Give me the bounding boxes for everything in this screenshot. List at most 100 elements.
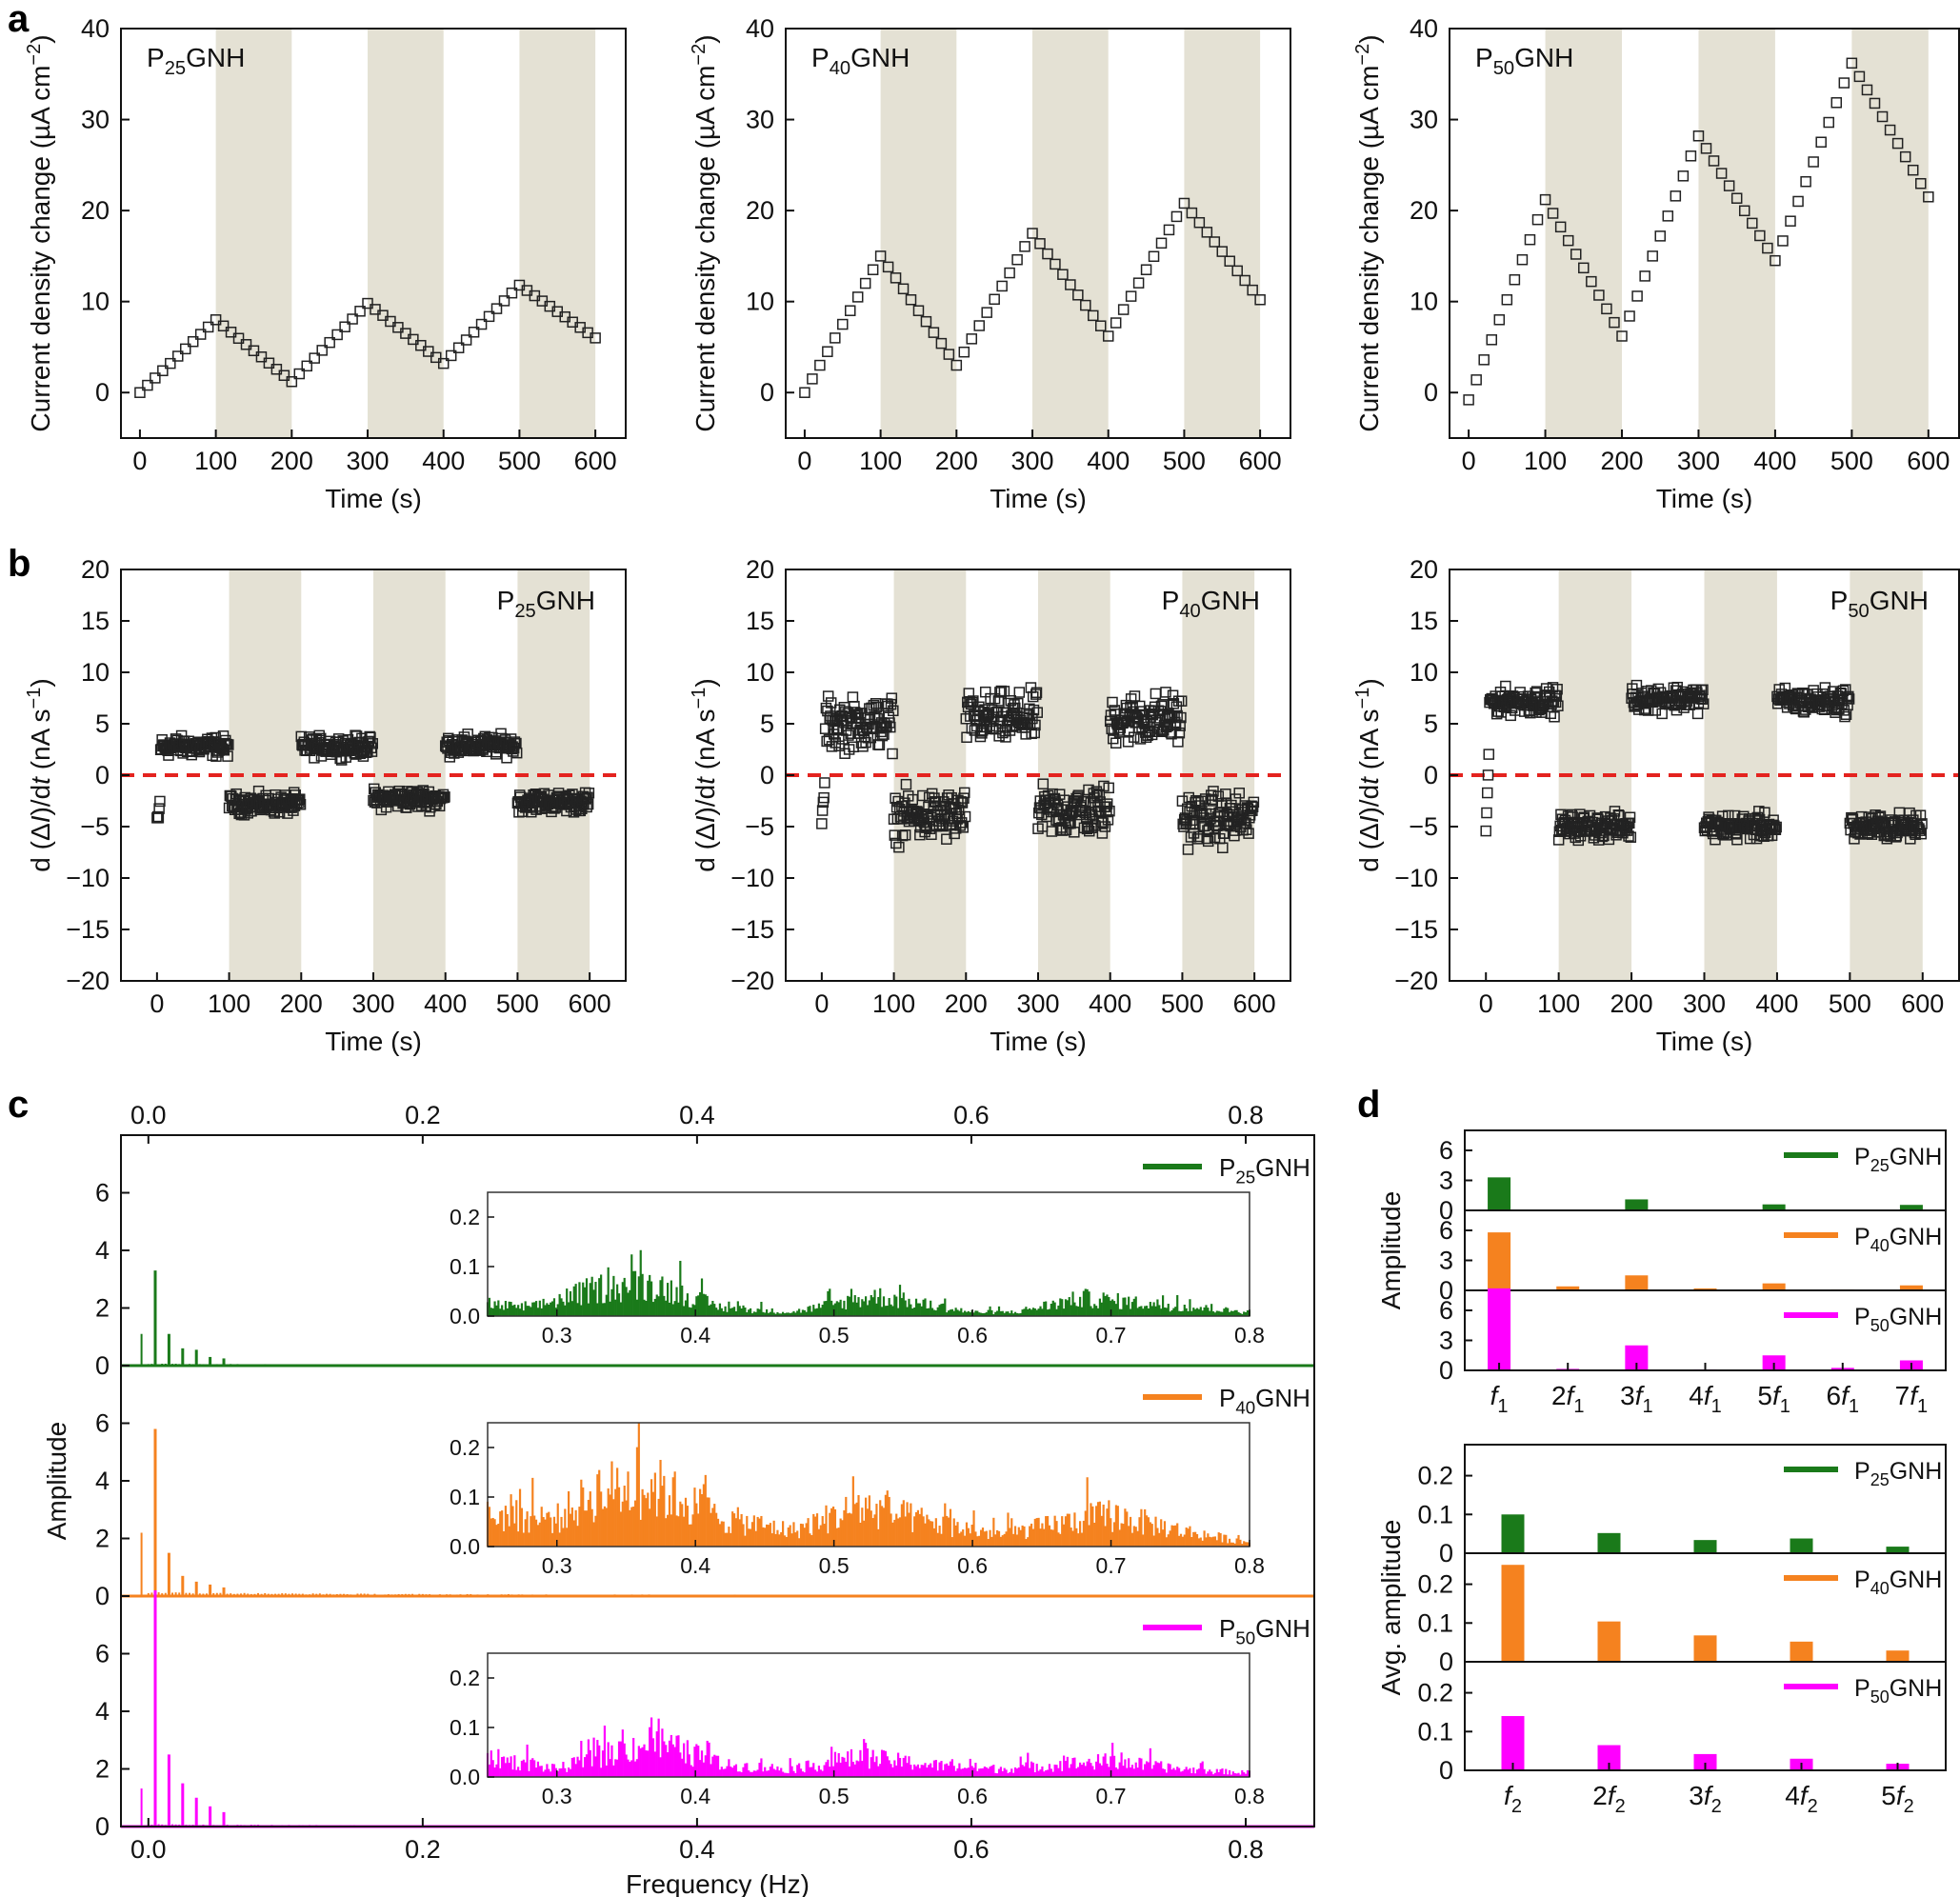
bar — [1488, 1288, 1511, 1370]
x-tick-sub: 1 — [1917, 1396, 1928, 1417]
data-point — [154, 795, 166, 808]
legend-label-base: P — [1854, 1224, 1870, 1250]
legend-label-base: P — [1219, 1384, 1235, 1412]
x-tick-var: f — [1567, 1381, 1577, 1410]
light-on-band — [1698, 29, 1775, 438]
data-points — [799, 197, 1266, 398]
data-point — [151, 810, 164, 823]
data-point — [324, 336, 335, 349]
data-point — [219, 737, 230, 749]
y-tick-label: 30 — [746, 106, 774, 134]
bar — [1886, 1547, 1910, 1553]
y-tick-label: 20 — [1410, 555, 1438, 584]
data-point — [157, 365, 169, 377]
legend-label-base: P — [1219, 1614, 1235, 1643]
bar — [1790, 1538, 1813, 1553]
top-x-tick-label: 0.2 — [405, 1101, 441, 1129]
inset-frame — [487, 1652, 1250, 1778]
x-tick-sub: 1 — [1849, 1396, 1859, 1417]
x-tick-label: 400 — [1755, 989, 1798, 1018]
inset-x-tick-label: 0.6 — [957, 1323, 988, 1348]
x-axis-label: Time (s) — [1656, 1027, 1753, 1056]
data-point — [240, 339, 252, 350]
data-point — [293, 797, 305, 809]
data-point — [1072, 290, 1084, 301]
y-label-mid: )/d — [690, 785, 720, 816]
data-point — [1570, 249, 1582, 260]
series-P40GNH: 0 0.1 0.2 P40GNH — [1417, 1565, 1946, 1676]
x-tick-label: 200 — [935, 447, 978, 475]
data-point — [837, 733, 849, 745]
bar — [1625, 1199, 1649, 1210]
y-label-text: Current density change (µA cm — [690, 66, 720, 432]
inset-x-tick-label: 0.4 — [680, 1323, 710, 1348]
data-point — [799, 387, 810, 398]
x-tick-sub: 1 — [1642, 1396, 1652, 1417]
data-point — [1026, 728, 1037, 740]
y-tick-label: 0.2 — [1417, 1679, 1453, 1707]
y-tick-label: 0 — [95, 1351, 110, 1380]
x-tick-coef: 5 — [1881, 1781, 1896, 1810]
x-tick-var: f — [1704, 1781, 1714, 1810]
data-point — [998, 686, 1010, 697]
data-point — [1738, 205, 1750, 217]
data-point — [1501, 294, 1513, 306]
x-tick-label: 400 — [422, 447, 465, 475]
y-tick-label: 0 — [1424, 761, 1438, 789]
x-tick-label: 100 — [872, 989, 915, 1018]
x-tick-label: 3f2 — [1689, 1781, 1721, 1817]
light-on-band — [1182, 569, 1255, 981]
x-tick-label: 400 — [1089, 989, 1131, 1018]
x-axis-label: Time (s) — [325, 1027, 422, 1056]
data-point — [150, 372, 161, 384]
data-point — [1482, 769, 1494, 781]
data-point — [851, 291, 864, 303]
sample-label: P50GNH — [1830, 586, 1929, 622]
sample-label-base: P — [1162, 586, 1180, 615]
data-point — [957, 822, 970, 833]
data-point — [1463, 394, 1474, 406]
y-axis-label: Amplitude — [1376, 1191, 1406, 1310]
data-point — [1216, 246, 1229, 257]
sample-label-tail: GNH — [1870, 586, 1929, 615]
data-point — [1843, 693, 1855, 705]
data-point — [1481, 807, 1492, 819]
x-tick-var: f — [1490, 1381, 1501, 1410]
y-tick-label: 0 — [1439, 1647, 1453, 1676]
data-point — [1209, 236, 1221, 248]
inset-x-tick-label: 0.5 — [819, 1553, 850, 1578]
y-tick-label: 0 — [95, 378, 110, 407]
data-point — [1539, 193, 1551, 206]
data-point — [452, 342, 465, 353]
data-point — [1815, 136, 1827, 149]
data-point — [1095, 320, 1107, 331]
data-point — [222, 750, 233, 762]
data-point — [1715, 168, 1728, 179]
data-point — [1723, 180, 1735, 191]
y-tick-label: 3 — [1439, 1247, 1453, 1275]
y-label-close: ) — [690, 34, 720, 43]
data-point — [501, 752, 512, 764]
x-tick-label: 0 — [797, 447, 811, 475]
legend-label-tail: GNH — [1255, 1384, 1310, 1412]
y-tick-label: 4 — [95, 1467, 110, 1495]
inset-x-tick-label: 0.7 — [1096, 1553, 1127, 1578]
data-points — [1480, 679, 1928, 847]
data-point — [1616, 330, 1628, 342]
data-point — [1132, 277, 1145, 289]
data-point — [255, 351, 268, 363]
data-point — [943, 349, 955, 360]
data-point — [867, 723, 878, 735]
data-point — [364, 730, 375, 743]
data-point — [822, 690, 834, 702]
sample-label-sub: 50 — [1493, 58, 1514, 79]
legend-label-base: P — [1854, 1304, 1870, 1330]
data-point — [825, 697, 837, 709]
y-label-t: t — [1354, 776, 1384, 785]
data-point — [270, 364, 283, 375]
data-point — [1101, 798, 1113, 809]
data-point — [1125, 290, 1137, 302]
data-point — [365, 731, 376, 744]
y-axis-label: d (ΔI)/dt (nA s−1) — [1352, 678, 1384, 871]
